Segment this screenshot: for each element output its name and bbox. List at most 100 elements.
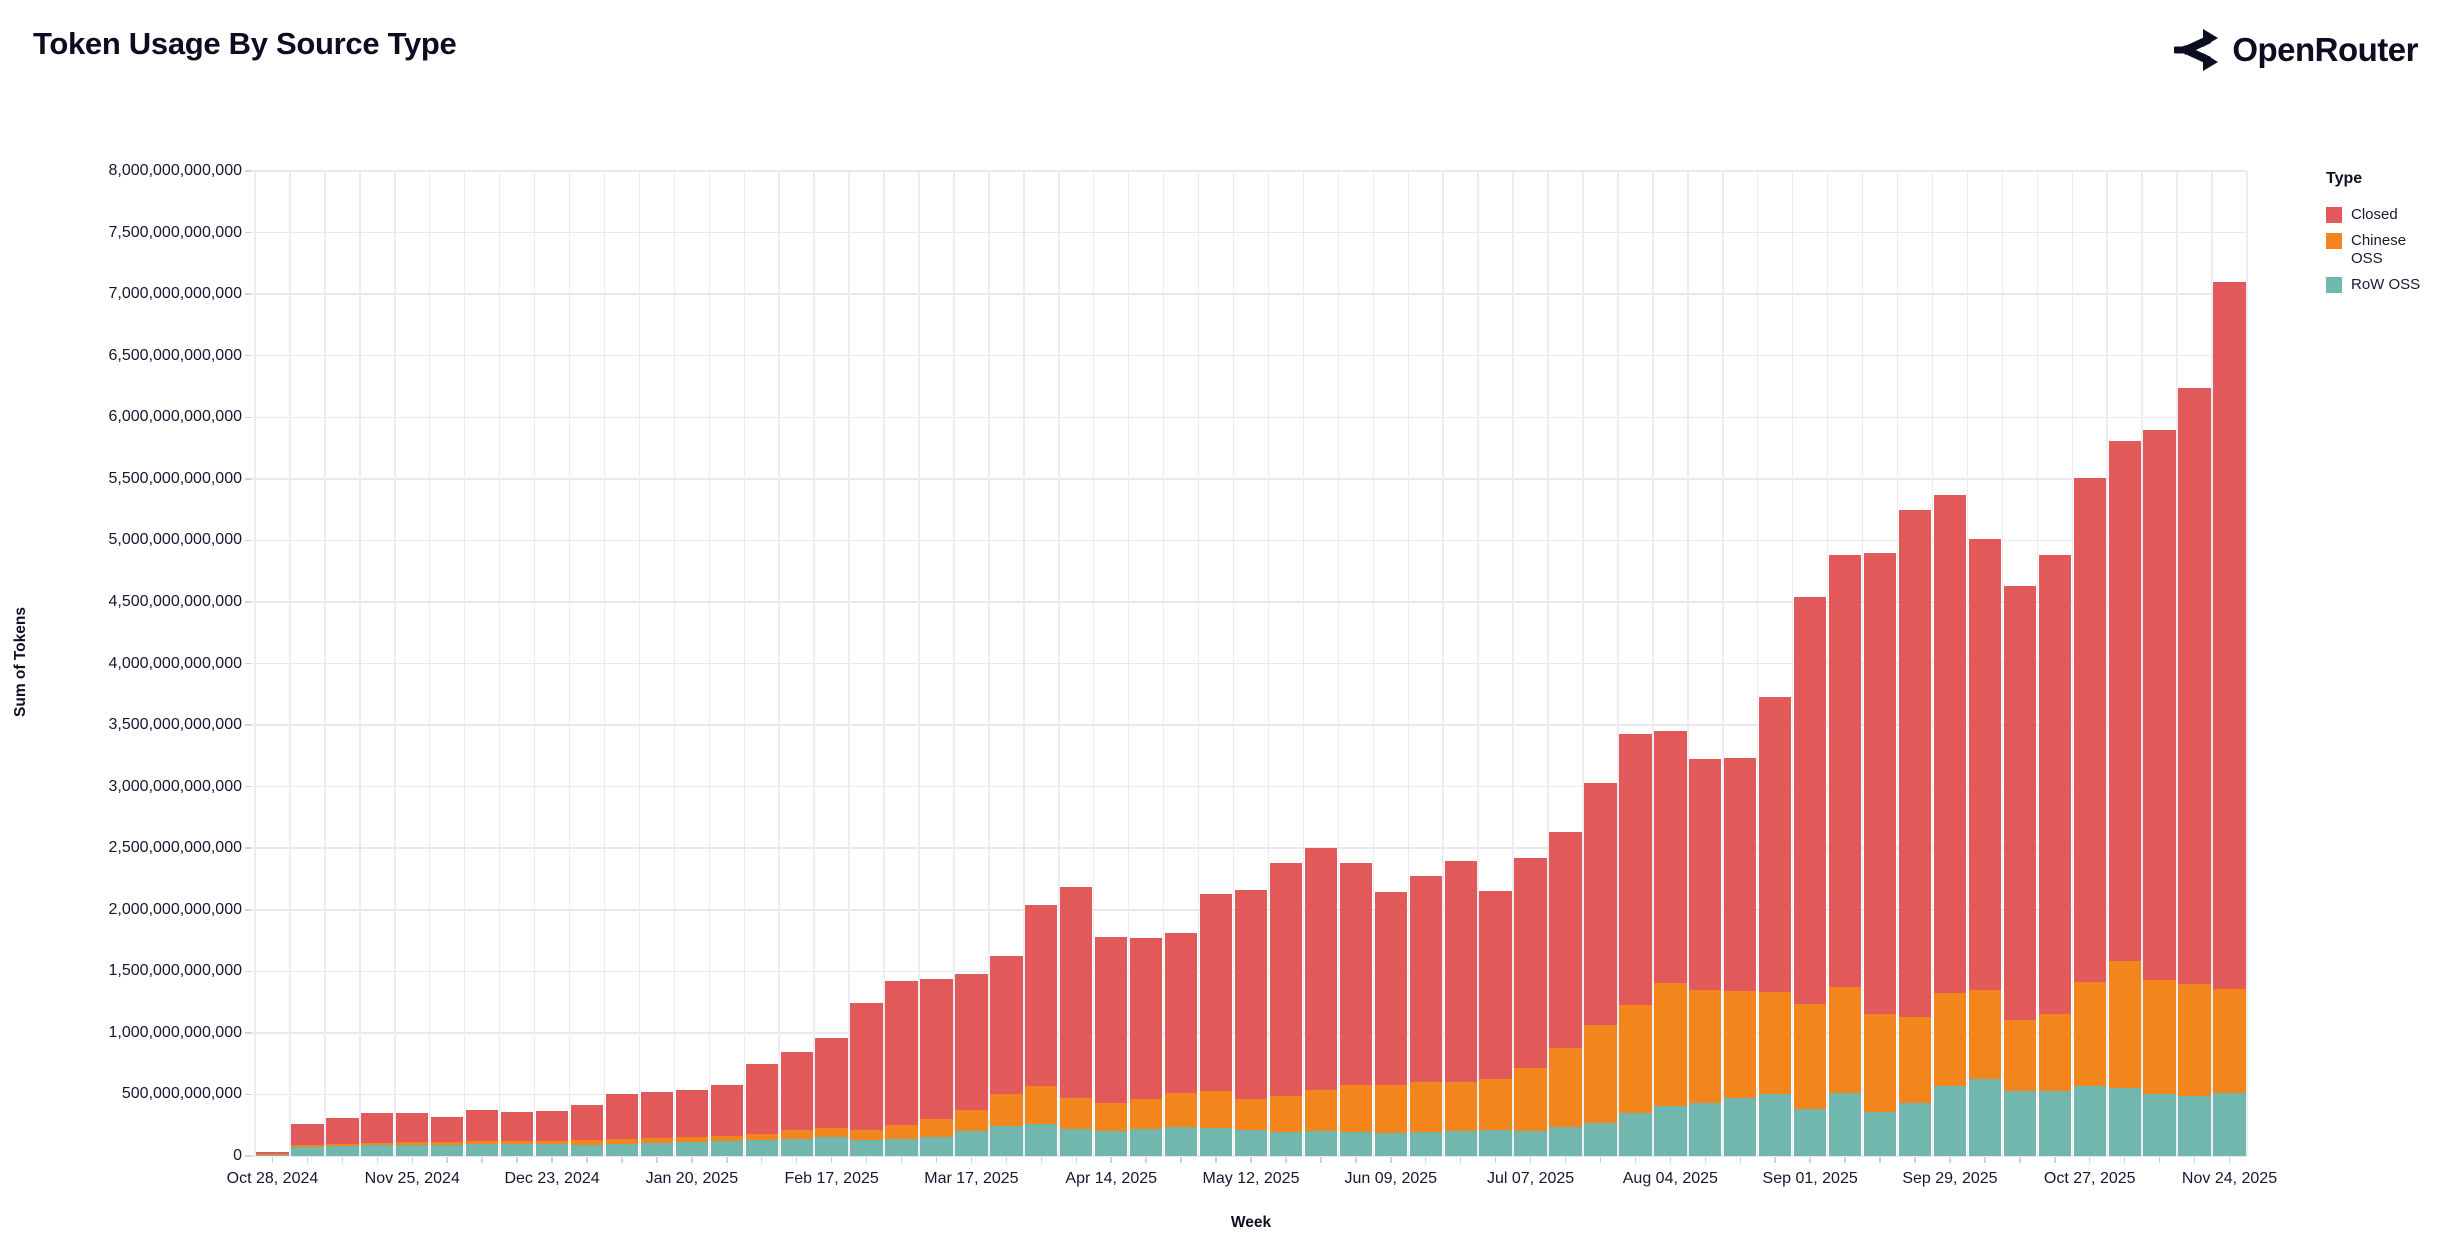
bar-segment-row-oss [1549,1127,1582,1156]
bar-segment-closed [1095,936,1128,1104]
vertical-gridline [428,171,431,1156]
y-tick-mark [245,847,251,849]
x-tick-label: Jul 07, 2025 [1486,1170,1575,1187]
vertical-gridline [1512,171,1514,1156]
vertical-gridline [498,171,501,1156]
bar-segment-chinese-oss [1164,1093,1198,1128]
bar-segment-closed [326,1118,359,1145]
x-tick-mark [1564,1157,1567,1163]
bar-segment-closed [1269,862,1303,1096]
bar-segment-closed [1619,734,1652,1005]
vertical-gridline [1023,171,1025,1156]
bar-segment-closed [2003,585,2036,1020]
bar-segment-chinese-oss [1933,993,1967,1086]
bar-segment-chinese-oss [1129,1098,1163,1129]
y-tick-label: 2,000,000,000,000 [108,900,242,918]
vertical-gridline [848,171,850,1156]
x-tick-mark [1599,1157,1602,1163]
y-tick-label: 4,500,000,000,000 [108,592,242,610]
legend: Type Closed Chinese OSS RoW OSS [2326,170,2452,302]
bar-segment-closed [1304,848,1338,1091]
bar-segment-row-oss [500,1143,534,1156]
y-tick-label: 1,000,000,000,000 [108,1023,242,1041]
vertical-gridline [1547,171,1549,1156]
vertical-gridline [2036,171,2039,1156]
bar-segment-row-oss [1933,1085,1967,1156]
vertical-gridline [883,171,885,1156]
bar-segment-row-oss [2073,1085,2106,1156]
bar-segment-chinese-oss [1898,1016,1932,1104]
vertical-gridline [1652,171,1654,1156]
vertical-gridline [1791,171,1794,1156]
bar-segment-chinese-oss [535,1140,569,1145]
x-axis-title: Week [1230,1214,1272,1231]
bar-segment-row-oss [1129,1128,1163,1156]
bar-segment-row-oss [885,1139,918,1156]
y-tick-mark [245,1032,251,1034]
bar-segment-row-oss [535,1144,569,1156]
x-tick-mark [586,1157,588,1163]
y-tick-mark [245,231,251,234]
bar-segment-closed [1409,876,1442,1083]
x-tick-mark [516,1157,518,1163]
bar-segment-row-oss [570,1145,604,1156]
vertical-gridline [2246,171,2248,1156]
bar-segment-closed [815,1037,848,1129]
x-tick-mark [1844,1157,1846,1163]
x-tick-mark [1634,1157,1637,1163]
vertical-gridline [1197,171,1200,1156]
vertical-gridline [1826,171,1829,1156]
bar-segment-chinese-oss [1199,1090,1233,1128]
x-tick-mark [1424,1157,1427,1163]
bar-segment-closed [256,1151,289,1155]
bar-segment-row-oss [1339,1132,1372,1156]
bar-segment-closed [2038,555,2071,1014]
bar-segment-row-oss [396,1145,429,1156]
bar-segment-closed [675,1090,708,1138]
bar-segment-chinese-oss [1654,982,1687,1106]
bar-segment-closed [465,1109,499,1142]
bar-segment-row-oss [2108,1088,2141,1156]
x-tick-label: Aug 04, 2025 [1622,1170,1718,1187]
bar-segment-chinese-oss [885,1124,918,1140]
bar-segment-closed [1339,862,1372,1085]
x-tick-label: Feb 17, 2025 [784,1170,879,1187]
bar-segment-closed [2073,478,2106,983]
bar-segment-closed [1444,860,1477,1082]
bar-segment-chinese-oss [745,1133,778,1140]
bar-segment-row-oss [2178,1095,2211,1156]
y-tick-label: 5,500,000,000,000 [108,469,242,487]
bar-segment-row-oss [326,1146,359,1156]
x-tick-mark [2228,1157,2231,1163]
vertical-gridline [1582,171,1584,1156]
bar-segment-chinese-oss [780,1130,813,1139]
x-tick-mark [865,1157,868,1163]
horizontal-gridline [247,231,2247,234]
vertical-gridline [673,171,676,1156]
x-tick-mark [1075,1157,1077,1163]
bar-segment-closed [2108,440,2141,961]
bar-segment-row-oss [815,1137,848,1156]
x-tick-mark [271,1157,274,1163]
legend-entry-closed: Closed [2326,206,2452,224]
x-tick-label: Sep 01, 2025 [1762,1170,1858,1187]
bar-segment-closed [396,1113,429,1142]
x-tick-mark [1040,1157,1043,1163]
y-tick-mark [245,478,251,480]
x-tick-mark [1704,1157,1707,1163]
bar-segment-chinese-oss [1479,1079,1512,1131]
bar-segment-chinese-oss [1444,1081,1477,1132]
x-tick-mark [1914,1157,1916,1163]
bar-segment-row-oss [291,1146,324,1156]
bar-segment-chinese-oss [605,1139,639,1145]
brand-name: OpenRouter [2232,31,2418,68]
y-tick-label: 6,500,000,000,000 [108,346,242,364]
bar-segment-chinese-oss [1234,1098,1268,1130]
bar-segment-row-oss [1025,1124,1058,1156]
x-tick-mark [1774,1157,1776,1163]
bar-segment-row-oss [605,1144,639,1156]
x-tick-mark [1879,1157,1881,1163]
y-tick-mark [245,354,251,357]
bar-segment-row-oss [1514,1130,1547,1156]
bar-segment-row-oss [1095,1130,1128,1156]
